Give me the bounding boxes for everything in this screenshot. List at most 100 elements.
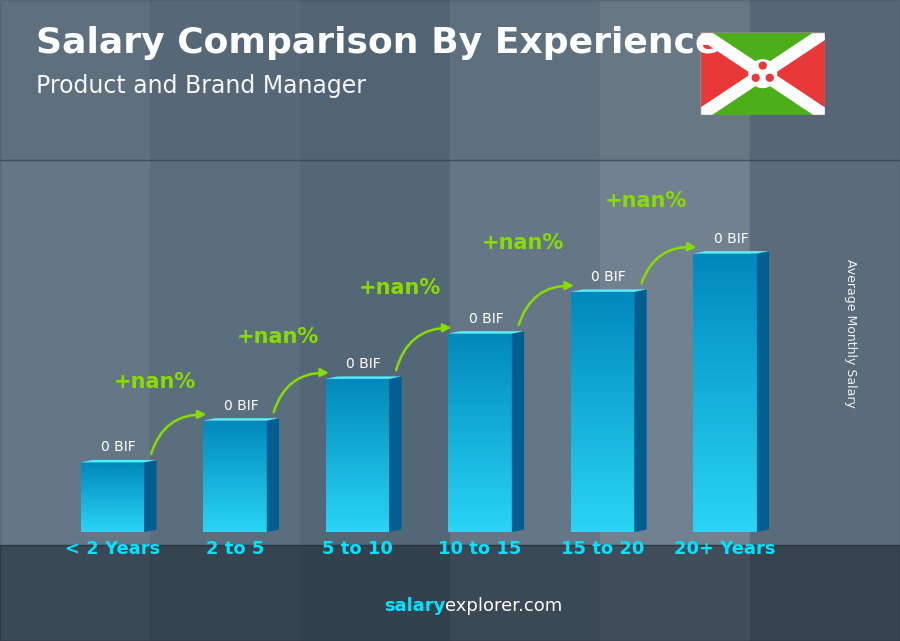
Bar bbox=[448, 449, 512, 453]
Bar bbox=[203, 449, 266, 452]
Bar bbox=[448, 413, 512, 417]
Bar bbox=[693, 493, 757, 499]
Polygon shape bbox=[266, 418, 279, 532]
Bar bbox=[571, 465, 634, 470]
Bar bbox=[693, 482, 757, 487]
Bar bbox=[80, 489, 144, 490]
Bar bbox=[693, 309, 757, 315]
Bar bbox=[693, 521, 757, 526]
Bar bbox=[693, 465, 757, 470]
Bar bbox=[203, 494, 266, 496]
Bar bbox=[693, 370, 757, 376]
Bar bbox=[693, 410, 757, 415]
Bar bbox=[80, 490, 144, 492]
Bar bbox=[80, 468, 144, 469]
Bar bbox=[571, 340, 634, 345]
Bar bbox=[80, 519, 144, 521]
Bar bbox=[448, 456, 512, 461]
Bar bbox=[571, 451, 634, 455]
Bar bbox=[203, 479, 266, 481]
Bar bbox=[80, 506, 144, 507]
Bar bbox=[203, 517, 266, 519]
Bar bbox=[326, 385, 390, 388]
Bar bbox=[80, 508, 144, 510]
Bar bbox=[571, 378, 634, 383]
Bar bbox=[203, 503, 266, 505]
Bar bbox=[448, 445, 512, 449]
Bar bbox=[448, 369, 512, 373]
Bar bbox=[571, 335, 634, 340]
Bar bbox=[448, 485, 512, 488]
Bar bbox=[571, 528, 634, 532]
Bar bbox=[448, 441, 512, 445]
Bar bbox=[448, 373, 512, 378]
Bar bbox=[571, 508, 634, 513]
Text: +nan%: +nan% bbox=[114, 372, 196, 392]
Bar bbox=[80, 472, 144, 474]
Bar bbox=[448, 381, 512, 385]
Bar bbox=[693, 515, 757, 521]
Bar bbox=[80, 500, 144, 501]
Text: explorer.com: explorer.com bbox=[446, 597, 562, 615]
Polygon shape bbox=[203, 418, 279, 420]
Bar bbox=[693, 437, 757, 443]
Bar bbox=[571, 403, 634, 407]
Polygon shape bbox=[144, 460, 157, 532]
Polygon shape bbox=[693, 251, 770, 254]
Bar bbox=[80, 494, 144, 496]
Bar bbox=[448, 401, 512, 405]
Bar bbox=[326, 400, 390, 403]
Bar bbox=[600, 0, 750, 641]
Bar bbox=[571, 489, 634, 494]
Bar bbox=[448, 508, 512, 512]
Bar bbox=[326, 501, 390, 504]
Bar bbox=[80, 464, 144, 465]
Bar bbox=[203, 521, 266, 523]
Bar bbox=[203, 505, 266, 508]
Bar bbox=[326, 513, 390, 517]
Bar bbox=[326, 480, 390, 483]
Bar bbox=[448, 465, 512, 469]
Bar bbox=[326, 422, 390, 425]
Text: +nan%: +nan% bbox=[237, 327, 319, 347]
Bar bbox=[326, 468, 390, 470]
Bar bbox=[693, 510, 757, 515]
Bar bbox=[80, 485, 144, 486]
Bar bbox=[203, 496, 266, 499]
Text: Average Monthly Salary: Average Monthly Salary bbox=[844, 259, 857, 408]
Bar bbox=[571, 374, 634, 378]
Bar bbox=[80, 522, 144, 524]
Bar bbox=[571, 436, 634, 441]
Bar bbox=[448, 516, 512, 520]
Bar bbox=[203, 519, 266, 521]
Bar bbox=[80, 521, 144, 522]
Bar bbox=[326, 470, 390, 474]
Bar bbox=[693, 348, 757, 354]
Bar bbox=[571, 441, 634, 445]
Bar bbox=[203, 508, 266, 510]
Bar bbox=[0, 160, 900, 545]
Bar bbox=[450, 0, 600, 641]
Bar bbox=[80, 481, 144, 482]
Bar bbox=[203, 458, 266, 461]
Bar bbox=[203, 467, 266, 470]
Bar bbox=[300, 0, 450, 641]
Bar bbox=[80, 504, 144, 506]
Bar bbox=[693, 415, 757, 420]
Bar bbox=[203, 526, 266, 528]
Bar bbox=[326, 428, 390, 431]
Bar bbox=[203, 510, 266, 512]
Circle shape bbox=[767, 74, 773, 81]
Bar bbox=[0, 545, 900, 641]
Bar bbox=[326, 489, 390, 492]
Bar bbox=[326, 504, 390, 508]
Bar bbox=[448, 349, 512, 353]
Bar bbox=[693, 432, 757, 437]
Bar bbox=[571, 474, 634, 479]
Bar bbox=[448, 397, 512, 401]
Bar bbox=[326, 446, 390, 449]
Bar bbox=[326, 388, 390, 391]
Circle shape bbox=[749, 60, 777, 88]
Bar bbox=[326, 437, 390, 440]
Bar bbox=[571, 522, 634, 528]
